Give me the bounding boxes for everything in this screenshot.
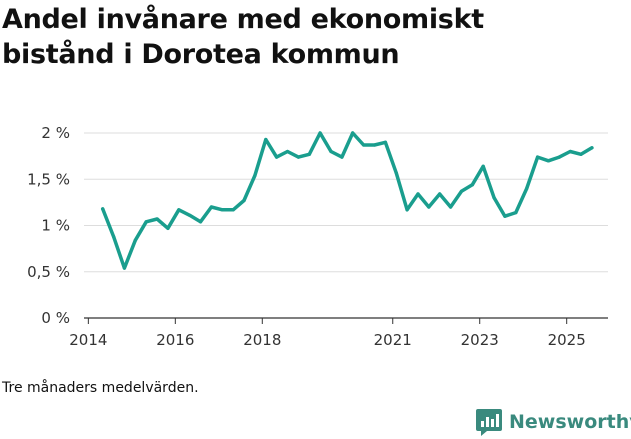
data-point <box>416 192 420 196</box>
data-point <box>394 171 398 175</box>
footnote: Tre månaders medelvärden. <box>2 380 199 396</box>
x-tick-label: 2018 <box>243 331 281 349</box>
data-point <box>144 220 148 224</box>
data-point <box>590 146 594 150</box>
data-point <box>372 143 377 147</box>
data-point <box>285 149 290 154</box>
x-tick-label: 2016 <box>156 331 194 349</box>
data-point <box>427 205 431 209</box>
x-tick-label: 2025 <box>548 331 586 349</box>
data-point <box>525 186 529 191</box>
data-point <box>264 137 268 142</box>
data-point <box>579 152 583 156</box>
data-point <box>198 220 203 224</box>
series-layer <box>100 131 594 270</box>
x-tick-label: 2021 <box>374 331 412 349</box>
data-point <box>296 155 300 159</box>
data-point <box>231 208 235 212</box>
data-point <box>177 208 181 212</box>
data-point <box>340 155 344 159</box>
y-tick-label: 0,5 % <box>27 263 70 281</box>
data-point <box>438 192 442 196</box>
data-point <box>362 143 366 147</box>
data-point <box>133 238 137 242</box>
data-point <box>514 211 518 215</box>
line-chart: 0 % 0,5 % 1 % 1,5 % 2 % 2014 2016 2018 2021 2023… <box>27 124 608 349</box>
data-point <box>188 213 192 217</box>
data-point <box>503 214 507 218</box>
x-tick-label: 2023 <box>461 331 499 349</box>
data-point <box>112 235 116 239</box>
y-tick-label: 0 % <box>41 309 70 327</box>
data-point <box>329 149 333 154</box>
data-point <box>209 205 213 209</box>
data-point <box>253 173 257 178</box>
data-point <box>557 155 561 159</box>
x-axis: 2014 2016 2018 2021 2023 2025 <box>69 318 586 349</box>
data-point <box>318 131 322 135</box>
data-point <box>459 189 464 193</box>
data-point <box>351 131 355 135</box>
data-point <box>383 140 387 144</box>
data-point <box>122 266 126 270</box>
data-point <box>275 155 279 159</box>
chart-title: Andel invånare med ekonomiskt bistånd i … <box>2 4 484 70</box>
brand-logo[interactable]: Newsworthy <box>475 406 631 438</box>
data-point <box>166 226 170 230</box>
data-point <box>242 198 246 203</box>
data-point <box>481 164 485 168</box>
data-point <box>307 152 311 156</box>
series-line <box>100 131 594 270</box>
y-tick-label: 1 % <box>41 217 70 235</box>
y-axis-labels: 0 % 0,5 % 1 % 1,5 % 2 % <box>27 124 70 327</box>
data-point <box>155 217 159 221</box>
y-tick-label: 2 % <box>41 124 70 142</box>
brand-name: Newsworthy <box>509 411 631 433</box>
data-point <box>220 208 224 212</box>
data-point <box>568 149 572 154</box>
newsworthy-logo-icon <box>476 409 502 436</box>
data-point <box>492 196 496 200</box>
data-point <box>536 155 540 159</box>
data-point <box>470 183 474 187</box>
data-point <box>449 205 453 209</box>
y-tick-label: 1,5 % <box>27 170 70 188</box>
x-tick-label: 2014 <box>69 331 107 349</box>
data-point <box>405 208 409 212</box>
data-point <box>546 159 551 163</box>
data-point <box>101 207 105 211</box>
